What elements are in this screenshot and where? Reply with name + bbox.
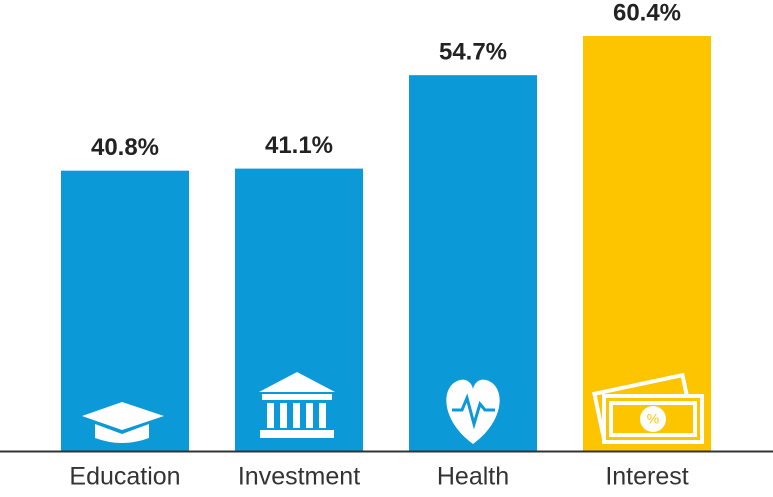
category-label: Investment — [238, 463, 360, 491]
bar — [583, 36, 711, 451]
bars — [61, 36, 711, 452]
value-label: 60.4% — [613, 0, 681, 26]
bank-icon — [259, 372, 335, 438]
icons: % — [82, 372, 704, 444]
money-icon: % — [592, 372, 704, 444]
value-label: 40.8% — [91, 134, 159, 161]
category-label: Education — [69, 463, 180, 491]
category-label: Interest — [605, 463, 688, 491]
bar — [409, 75, 537, 451]
svg-text:%: % — [647, 411, 659, 427]
graduation-icon — [82, 402, 164, 443]
value-label: 54.7% — [439, 39, 507, 66]
heart-icon — [446, 379, 500, 444]
category-label: Health — [437, 463, 509, 491]
value-label: 41.1% — [265, 132, 333, 159]
